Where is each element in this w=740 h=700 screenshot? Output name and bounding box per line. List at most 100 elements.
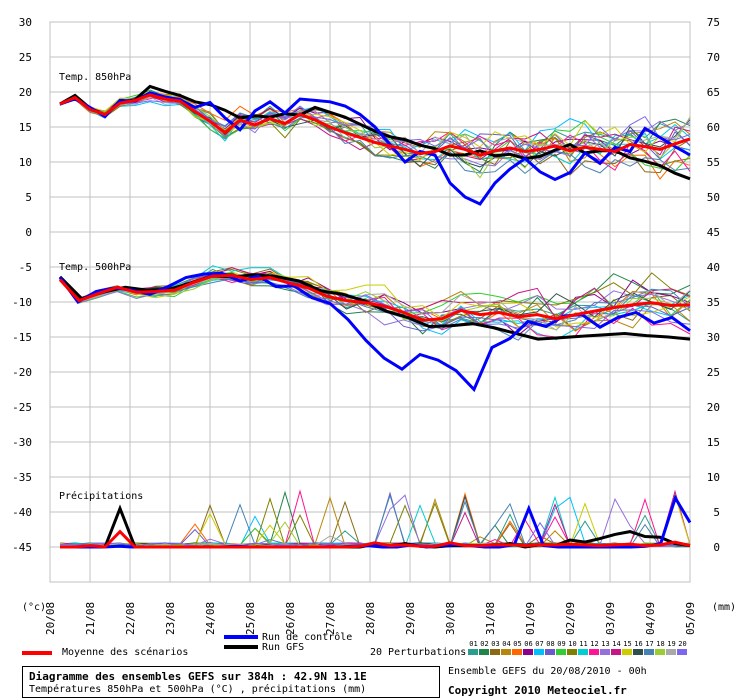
left-tick-label: -25	[12, 401, 32, 414]
right-tick-label: 5	[713, 506, 720, 519]
x-tick-label: 29/08	[404, 602, 417, 635]
left-tick-label: -40	[12, 506, 32, 519]
legend-mean-swatch	[22, 651, 52, 655]
x-tick-label: 04/09	[644, 602, 657, 635]
perturbation-swatch	[644, 649, 654, 655]
perturbation-swatch	[633, 649, 643, 655]
control-line	[58, 271, 691, 393]
panel-label: Temp. 850hPa	[59, 72, 131, 83]
perturbation-number: 05	[513, 640, 522, 648]
perturbation-number: 11	[579, 640, 588, 648]
title-box: Diagramme des ensembles GEFS sur 384h : …	[22, 666, 440, 698]
x-tick-label: 22/08	[124, 602, 137, 635]
perturbation-number: 19	[667, 640, 676, 648]
x-tick-label: 28/08	[364, 602, 377, 635]
perturbation-swatch	[512, 649, 522, 655]
legend-perturbations: 20 Perturbations	[370, 647, 466, 659]
left-tick-label: -5	[19, 261, 32, 274]
x-tick-label: 31/08	[484, 602, 497, 635]
perturbation-swatch	[556, 649, 566, 655]
left-tick-label: 0	[25, 226, 32, 239]
perturbation-number: 01	[469, 640, 478, 648]
legend-control-label: Run de contrôle	[262, 632, 353, 643]
left-tick-label: -35	[12, 471, 32, 484]
mean-line	[60, 529, 691, 549]
perturbation-swatch	[501, 649, 511, 655]
right-tick-label: 55	[707, 156, 720, 169]
panel-label: Temp. 500hPa	[59, 262, 131, 273]
right-tick-label: 45	[707, 226, 720, 239]
x-tick-label: 21/08	[84, 602, 97, 635]
right-tick-label: 65	[707, 86, 720, 99]
right-tick-label: 10	[707, 471, 720, 484]
perturbation-number: 12	[590, 640, 599, 648]
perturbation-swatch	[622, 649, 632, 655]
left-tick-label: 20	[19, 86, 32, 99]
perturbation-numbers: 01 02 03 04 05 06 07 08 09 10 11 12 13 14 15 16 17 18 19 20	[468, 640, 688, 648]
left-tick-label: -10	[12, 296, 32, 309]
perturbation-number: 18	[656, 640, 665, 648]
right-tick-label: 20	[707, 401, 720, 414]
right-tick-label: 60	[707, 121, 720, 134]
perturbation-number: 15	[623, 640, 632, 648]
x-tick-label: 01/09	[524, 602, 537, 635]
run-info: Ensemble GEFS du 20/08/2010 - 00h	[448, 666, 647, 677]
perturbation-line	[59, 267, 691, 331]
perturbation-swatch	[490, 649, 500, 655]
perturbation-swatch	[468, 649, 478, 655]
mean-line	[59, 93, 691, 157]
left-tick-label: -45	[12, 541, 32, 554]
perturbation-swatch	[666, 649, 676, 655]
perturbation-swatch	[578, 649, 588, 655]
x-tick-label: 24/08	[204, 602, 217, 635]
legend-mean-label: Moyenne des scénarios	[62, 647, 189, 658]
perturbation-swatch	[545, 649, 555, 655]
left-tick-label: 10	[19, 156, 32, 169]
perturbation-number: 04	[502, 640, 511, 648]
legend-gfs-swatch	[224, 645, 258, 649]
perturbation-swatch	[589, 649, 599, 655]
perturbation-swatch	[567, 649, 577, 655]
x-tick-label: 30/08	[444, 602, 457, 635]
left-tick-label: 25	[19, 51, 32, 64]
perturbation-number: 08	[546, 640, 555, 648]
x-tick-label: 23/08	[164, 602, 177, 635]
left-tick-label: 15	[19, 121, 32, 134]
gfs-line	[58, 273, 691, 341]
perturbation-key: 01 02 03 04 05 06 07 08 09 10 11 12 13 14 15 16 17 18 19 20	[468, 640, 688, 655]
right-tick-label: 30	[707, 331, 720, 344]
left-axis-unit: (°c)	[22, 602, 46, 613]
control-line	[59, 91, 691, 206]
perturbation-swatch	[523, 649, 533, 655]
panel-label: Précipitations	[59, 490, 143, 502]
right-tick-label: 40	[707, 261, 720, 274]
left-tick-label: 5	[25, 191, 32, 204]
x-tick-label: 03/09	[604, 602, 617, 635]
x-tick-label: 25/08	[244, 602, 257, 635]
perturbation-number: 07	[535, 640, 544, 648]
copyright: Copyright 2010 Meteociel.fr	[448, 684, 627, 697]
chart-title: Diagramme des ensembles GEFS sur 384h : …	[29, 670, 367, 683]
perturbation-swatch	[677, 649, 687, 655]
perturbation-number: 10	[568, 640, 577, 648]
perturbation-line	[59, 91, 691, 179]
perturbation-line	[59, 91, 691, 180]
left-tick-label: -30	[12, 436, 32, 449]
perturbation-number: 13	[601, 640, 610, 648]
perturbation-number: 20	[678, 640, 687, 648]
legend-perturbations-label: 20 Perturbations	[370, 647, 467, 658]
left-tick-label: 30	[19, 16, 32, 29]
perturbation-number: 16	[634, 640, 643, 648]
perturbation-swatch	[479, 649, 489, 655]
left-tick-label: -20	[12, 366, 32, 379]
perturbation-swatch	[611, 649, 621, 655]
legend-mean: Moyenne des scénarios	[22, 647, 189, 659]
right-tick-label: 25	[707, 366, 720, 379]
x-tick-label: 05/09	[684, 602, 697, 635]
legend-gfs: Run GFS	[224, 642, 304, 654]
perturbation-line	[59, 271, 691, 328]
perturbation-swatches	[468, 649, 688, 655]
perturbation-number: 02	[480, 640, 489, 648]
perturbation-number: 17	[645, 640, 654, 648]
